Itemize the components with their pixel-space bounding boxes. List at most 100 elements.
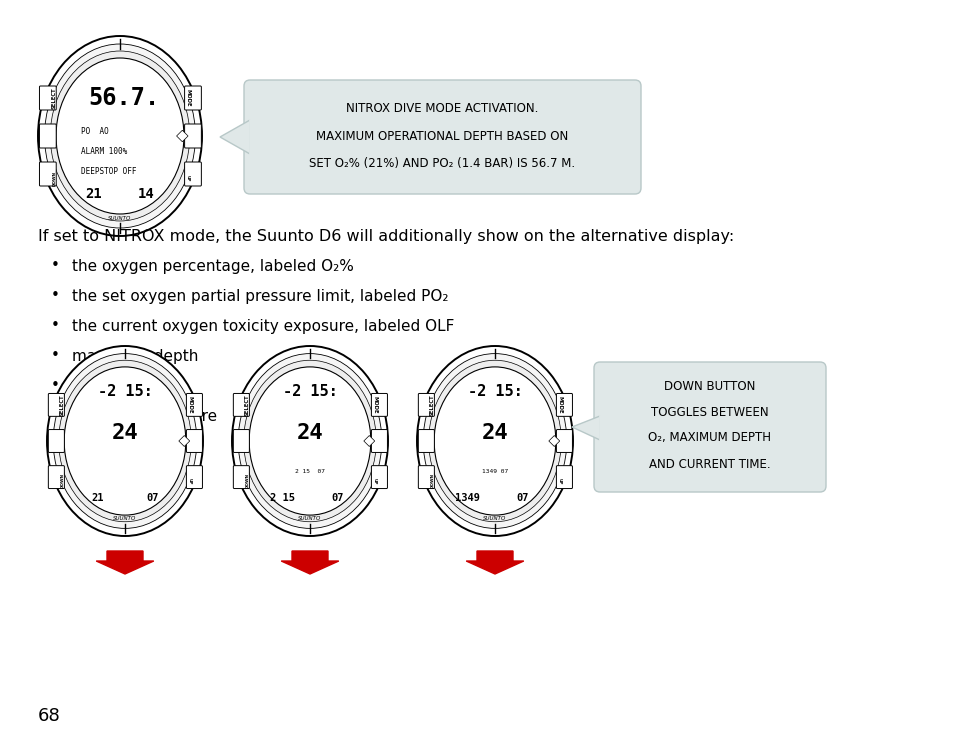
FancyBboxPatch shape bbox=[556, 466, 572, 488]
Text: SUUNTO: SUUNTO bbox=[113, 516, 136, 522]
FancyBboxPatch shape bbox=[418, 429, 434, 452]
Text: ALARM 100%: ALARM 100% bbox=[81, 147, 127, 156]
Text: 1349: 1349 bbox=[455, 493, 479, 503]
Text: 07: 07 bbox=[331, 493, 343, 503]
Polygon shape bbox=[220, 120, 250, 154]
FancyBboxPatch shape bbox=[371, 466, 387, 488]
Text: DOWN: DOWN bbox=[430, 473, 435, 488]
Text: 1349 07: 1349 07 bbox=[481, 469, 508, 474]
FancyBboxPatch shape bbox=[371, 429, 387, 452]
Text: If set to NITROX mode, the Suunto D6 will additionally show on the alternative d: If set to NITROX mode, the Suunto D6 wil… bbox=[38, 228, 734, 243]
FancyBboxPatch shape bbox=[233, 429, 249, 452]
Text: 2 15: 2 15 bbox=[270, 493, 294, 503]
Text: the current oxygen toxicity exposure, labeled OLF: the current oxygen toxicity exposure, la… bbox=[71, 318, 454, 333]
Text: 21: 21 bbox=[86, 187, 102, 201]
Ellipse shape bbox=[45, 44, 195, 228]
Text: 24: 24 bbox=[481, 423, 508, 444]
Text: -2 15:: -2 15: bbox=[467, 384, 522, 399]
FancyBboxPatch shape bbox=[186, 429, 202, 452]
FancyBboxPatch shape bbox=[556, 393, 572, 417]
FancyBboxPatch shape bbox=[49, 429, 64, 452]
Ellipse shape bbox=[434, 367, 556, 515]
FancyBboxPatch shape bbox=[594, 362, 825, 492]
FancyBboxPatch shape bbox=[186, 393, 202, 417]
FancyBboxPatch shape bbox=[244, 80, 640, 194]
Text: •: • bbox=[51, 379, 59, 394]
Ellipse shape bbox=[232, 346, 388, 536]
Ellipse shape bbox=[56, 58, 184, 214]
Text: SELECT: SELECT bbox=[51, 87, 57, 109]
FancyBboxPatch shape bbox=[185, 124, 201, 148]
Text: DEEPSTOP OFF: DEEPSTOP OFF bbox=[81, 166, 136, 175]
Text: SELECT: SELECT bbox=[60, 394, 65, 416]
Text: SELECT: SELECT bbox=[245, 394, 250, 416]
Ellipse shape bbox=[243, 361, 375, 522]
Text: UP: UP bbox=[558, 478, 561, 484]
FancyBboxPatch shape bbox=[418, 466, 434, 488]
Polygon shape bbox=[466, 551, 523, 574]
Text: UP: UP bbox=[188, 478, 192, 484]
Text: DOWN: DOWN bbox=[245, 473, 250, 488]
Text: the oxygen percentage, labeled O₂%: the oxygen percentage, labeled O₂% bbox=[71, 259, 354, 274]
Ellipse shape bbox=[428, 361, 560, 522]
Text: MODE: MODE bbox=[186, 89, 191, 107]
Ellipse shape bbox=[249, 367, 371, 515]
FancyBboxPatch shape bbox=[49, 466, 64, 488]
Ellipse shape bbox=[423, 354, 566, 528]
Text: AND CURRENT TIME.: AND CURRENT TIME. bbox=[648, 457, 770, 470]
Ellipse shape bbox=[38, 36, 202, 236]
Text: -2 15:: -2 15: bbox=[97, 384, 152, 399]
Ellipse shape bbox=[53, 354, 196, 528]
FancyBboxPatch shape bbox=[185, 162, 201, 186]
Text: SELECT: SELECT bbox=[430, 394, 435, 416]
Text: DOWN BUTTON: DOWN BUTTON bbox=[663, 380, 755, 392]
Polygon shape bbox=[178, 435, 190, 447]
Text: SUUNTO: SUUNTO bbox=[109, 215, 132, 221]
Ellipse shape bbox=[416, 346, 573, 536]
Text: NITROX DIVE MODE ACTIVATION.: NITROX DIVE MODE ACTIVATION. bbox=[346, 101, 538, 114]
Text: -2 15:: -2 15: bbox=[282, 384, 337, 399]
FancyBboxPatch shape bbox=[371, 393, 387, 417]
FancyBboxPatch shape bbox=[418, 393, 434, 417]
Text: •: • bbox=[51, 289, 59, 303]
FancyBboxPatch shape bbox=[39, 86, 56, 110]
Text: the set oxygen partial pressure limit, labeled PO₂: the set oxygen partial pressure limit, l… bbox=[71, 289, 448, 303]
Text: maximum depth: maximum depth bbox=[71, 349, 198, 364]
Text: 24: 24 bbox=[112, 423, 138, 444]
Polygon shape bbox=[548, 435, 559, 447]
Text: PO  AO: PO AO bbox=[81, 126, 109, 135]
Text: •: • bbox=[51, 259, 59, 274]
Text: water temperature: water temperature bbox=[71, 408, 217, 423]
Text: MODE: MODE bbox=[187, 396, 193, 414]
Polygon shape bbox=[176, 130, 188, 141]
Text: 24: 24 bbox=[296, 423, 323, 444]
FancyBboxPatch shape bbox=[49, 393, 64, 417]
Text: MODE: MODE bbox=[372, 396, 376, 414]
Polygon shape bbox=[96, 551, 153, 574]
Text: •: • bbox=[51, 318, 59, 333]
FancyBboxPatch shape bbox=[39, 162, 56, 186]
Text: UP: UP bbox=[186, 175, 190, 181]
Text: 21: 21 bbox=[91, 493, 104, 503]
FancyBboxPatch shape bbox=[233, 393, 249, 417]
Text: 68: 68 bbox=[38, 707, 61, 725]
Ellipse shape bbox=[64, 367, 186, 515]
Text: MAXIMUM OPERATIONAL DEPTH BASED ON: MAXIMUM OPERATIONAL DEPTH BASED ON bbox=[316, 129, 568, 142]
FancyBboxPatch shape bbox=[185, 86, 201, 110]
Text: 07: 07 bbox=[146, 493, 158, 503]
Text: SUUNTO: SUUNTO bbox=[483, 516, 506, 522]
Text: 07: 07 bbox=[516, 493, 528, 503]
Ellipse shape bbox=[47, 346, 203, 536]
Text: DOWN: DOWN bbox=[52, 171, 56, 185]
Text: •: • bbox=[51, 408, 59, 423]
Text: SUUNTO: SUUNTO bbox=[298, 516, 321, 522]
Text: current time: current time bbox=[71, 379, 167, 394]
Text: 56.7.: 56.7. bbox=[89, 86, 159, 110]
Text: •: • bbox=[51, 349, 59, 364]
Text: UP: UP bbox=[373, 478, 376, 484]
Polygon shape bbox=[281, 551, 338, 574]
FancyBboxPatch shape bbox=[186, 466, 202, 488]
Text: •: • bbox=[51, 438, 59, 454]
Text: MODE: MODE bbox=[557, 396, 561, 414]
Ellipse shape bbox=[238, 354, 381, 528]
